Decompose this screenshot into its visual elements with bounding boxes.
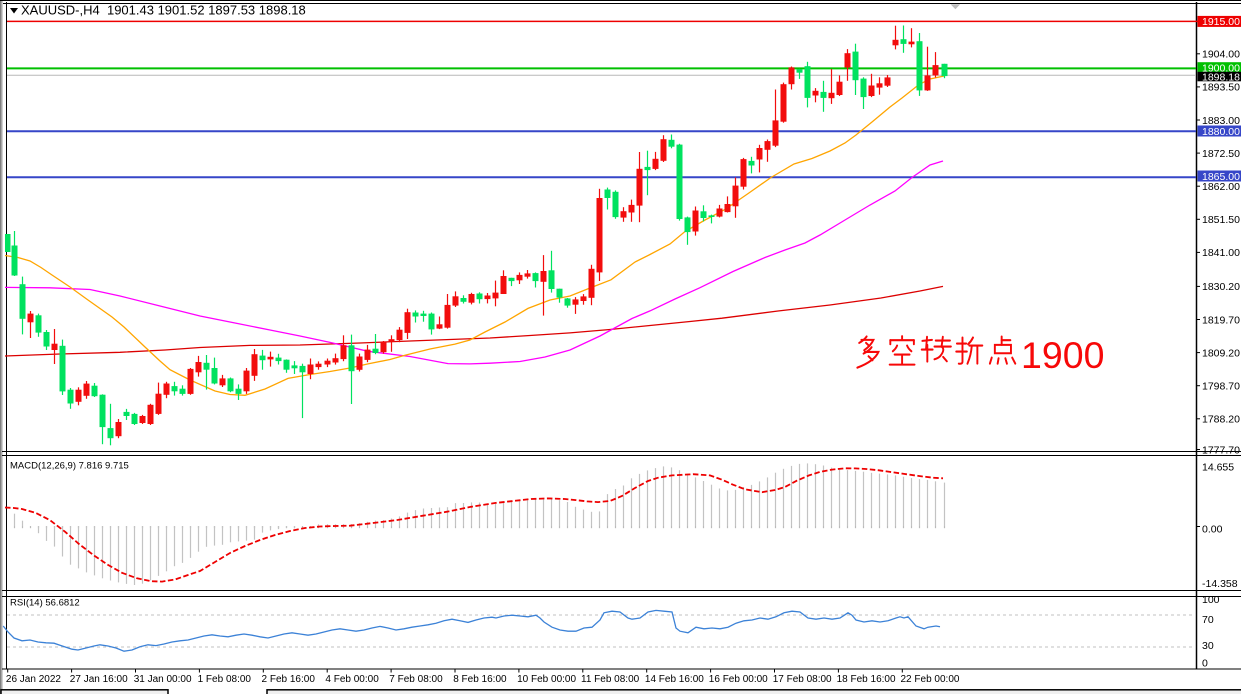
svg-text:1898.18: 1898.18 [1202,71,1240,83]
svg-text:0.00: 0.00 [1202,523,1223,535]
svg-text:22 Feb 00:00: 22 Feb 00:00 [901,674,960,685]
svg-text:8 Feb 16:00: 8 Feb 16:00 [453,674,507,685]
svg-text:18 Feb 16:00: 18 Feb 16:00 [837,674,896,685]
svg-text:26 Jan 2022: 26 Jan 2022 [6,674,61,685]
svg-text:1865.00: 1865.00 [1202,171,1240,183]
svg-text:100: 100 [1202,594,1220,606]
svg-text:10 Feb 00:00: 10 Feb 00:00 [517,674,576,685]
svg-text:1777.70: 1777.70 [1202,444,1240,456]
svg-text:30: 30 [1202,640,1214,652]
svg-text:1915.00: 1915.00 [1202,16,1240,28]
svg-text:1 Feb 08:00: 1 Feb 08:00 [198,674,252,685]
svg-text:17 Feb 08:00: 17 Feb 08:00 [773,674,832,685]
svg-text:16 Feb 00:00: 16 Feb 00:00 [709,674,768,685]
svg-text:14.655: 14.655 [1202,461,1234,473]
svg-text:2 Feb 16:00: 2 Feb 16:00 [262,674,316,685]
svg-text:1819.70: 1819.70 [1202,314,1240,326]
svg-text:1893.50: 1893.50 [1202,82,1240,94]
svg-text:RSI(14) 56.6812: RSI(14) 56.6812 [10,598,80,609]
svg-text:7 Feb 08:00: 7 Feb 08:00 [389,674,443,685]
svg-text:-14.358: -14.358 [1202,578,1238,590]
svg-text:1841.00: 1841.00 [1202,247,1240,259]
svg-text:4 Feb 00:00: 4 Feb 00:00 [325,674,379,685]
svg-text:14 Feb 16:00: 14 Feb 16:00 [645,674,704,685]
svg-text:1900: 1900 [1021,334,1104,376]
svg-text:XAUUSD-,H4 1901.43 1901.52 18: XAUUSD-,H4 1901.43 1901.52 1897.53 1898.… [21,3,306,18]
svg-text:0: 0 [1202,657,1208,669]
svg-text:1798.70: 1798.70 [1202,381,1240,393]
svg-text:31 Jan 00:00: 31 Jan 00:00 [134,674,192,685]
svg-text:1851.50: 1851.50 [1202,214,1240,226]
svg-text:70: 70 [1202,614,1214,626]
svg-text:1809.20: 1809.20 [1202,347,1240,359]
svg-text:1788.20: 1788.20 [1202,414,1240,426]
svg-text:11 Feb 08:00: 11 Feb 08:00 [581,674,640,685]
svg-text:MACD(12,26,9) 7.816 9.715: MACD(12,26,9) 7.816 9.715 [10,461,129,472]
svg-text:1880.00: 1880.00 [1202,126,1240,138]
svg-text:1904.00: 1904.00 [1202,49,1240,61]
svg-text:27 Jan 16:00: 27 Jan 16:00 [70,674,128,685]
svg-text:1830.20: 1830.20 [1202,281,1240,293]
svg-text:1872.50: 1872.50 [1202,148,1240,160]
